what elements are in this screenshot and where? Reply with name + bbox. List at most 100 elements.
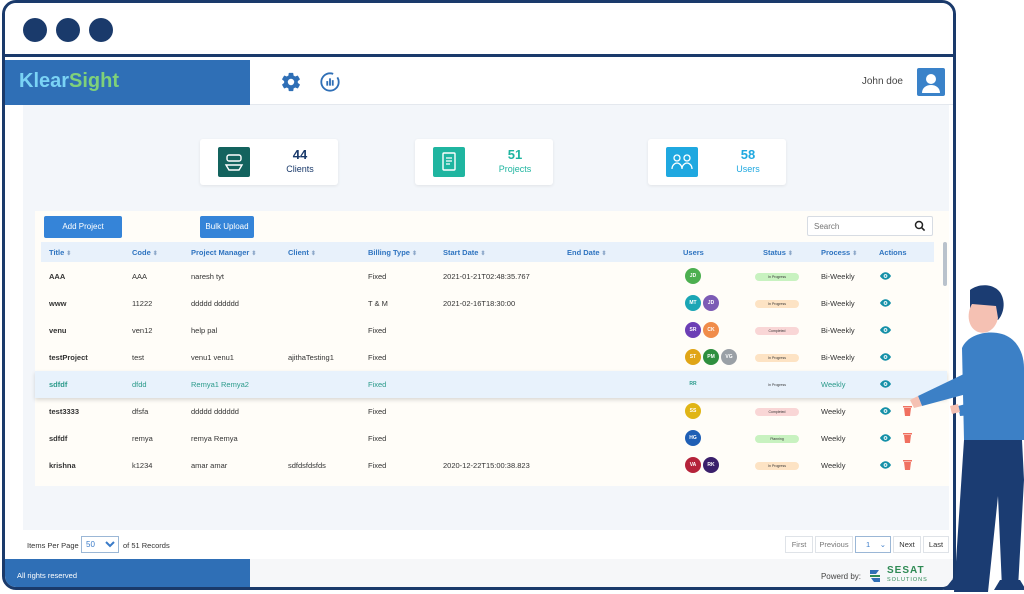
user-avatar-badge[interactable]: ST bbox=[685, 349, 701, 365]
table-row[interactable]: venu ven12 help pal Fixed SR CK Completed Bi-We… bbox=[41, 317, 934, 344]
col-client[interactable]: Client ⬍ bbox=[288, 248, 316, 257]
cell-code: ven12 bbox=[132, 326, 153, 335]
cell-code: k1234 bbox=[132, 461, 153, 470]
user-avatar-badge[interactable]: VA bbox=[685, 457, 701, 473]
cell-title: AAA bbox=[49, 272, 66, 281]
table-row[interactable]: AAA AAA naresh tyt Fixed 2021-01-21T02:48:35… bbox=[41, 263, 934, 290]
cell-manager: naresh tyt bbox=[191, 272, 224, 281]
cell-manager: amar amar bbox=[191, 461, 228, 470]
col-status[interactable]: Status ⬍ bbox=[763, 248, 793, 257]
window-dot-2[interactable] bbox=[56, 18, 80, 42]
table-row[interactable]: www 11222 ddddd dddddd T & M 2021-02-16T18:3… bbox=[41, 290, 934, 317]
status-badge: In Progress bbox=[755, 462, 799, 470]
user-avatar-badge[interactable]: SS bbox=[685, 403, 701, 419]
delete-trash-icon[interactable] bbox=[903, 432, 912, 443]
pagination-bar: Items Per Page 50 of 51 Records First Pr… bbox=[23, 532, 949, 557]
view-eye-icon[interactable] bbox=[879, 433, 892, 443]
table-row[interactable]: sdfdf remya remya Remya Fixed HG Planning Week… bbox=[41, 425, 934, 452]
cell-process: Bi-Weekly bbox=[821, 326, 855, 335]
search-box[interactable] bbox=[807, 216, 933, 236]
view-eye-icon[interactable] bbox=[879, 379, 892, 389]
cell-title: sdfdf bbox=[49, 434, 68, 443]
previous-page-button[interactable]: Previous bbox=[815, 536, 853, 553]
table-scrollbar[interactable] bbox=[943, 242, 947, 286]
gear-icon[interactable] bbox=[280, 71, 302, 93]
stat-card-clients[interactable]: 44 Clients bbox=[200, 139, 338, 185]
user-avatar-badge[interactable]: JD bbox=[685, 268, 701, 284]
first-page-button[interactable]: First bbox=[785, 536, 813, 553]
items-per-page-label: Items Per Page bbox=[27, 541, 79, 550]
cell-start: 2021-02-16T18:30:00 bbox=[443, 299, 516, 308]
app-logo[interactable]: KlearSight bbox=[19, 70, 119, 93]
cell-code: remya bbox=[132, 434, 153, 443]
view-eye-icon[interactable] bbox=[879, 298, 892, 308]
window-dot-3[interactable] bbox=[89, 18, 113, 42]
user-avatar-badge[interactable]: SR bbox=[685, 322, 701, 338]
view-eye-icon[interactable] bbox=[879, 352, 892, 362]
cell-process: Weekly bbox=[821, 380, 846, 389]
next-page-button[interactable]: Next bbox=[893, 536, 921, 553]
col-start-date[interactable]: Start Date ⬍ bbox=[443, 248, 486, 257]
view-eye-icon[interactable] bbox=[879, 460, 892, 470]
analytics-icon[interactable] bbox=[319, 71, 341, 93]
cell-client: ajithaTesting1 bbox=[288, 353, 334, 362]
search-input[interactable] bbox=[814, 220, 910, 233]
company-logo[interactable]: SESAT SOLUTIONS bbox=[867, 565, 939, 587]
user-avatar-badge[interactable]: CK bbox=[703, 322, 719, 338]
status-badge: In Progress bbox=[755, 354, 799, 362]
window-titlebar bbox=[5, 3, 953, 57]
cell-billing: Fixed bbox=[368, 380, 387, 389]
user-name[interactable]: John doe bbox=[861, 76, 903, 87]
delete-trash-icon[interactable] bbox=[903, 405, 912, 416]
projects-icon bbox=[433, 147, 465, 177]
user-avatar-badge[interactable]: JD bbox=[703, 295, 719, 311]
col-billing-type[interactable]: Billing Type ⬍ bbox=[368, 248, 417, 257]
user-avatar-badge[interactable]: HG bbox=[685, 430, 701, 446]
stat-value: 51 bbox=[507, 147, 523, 162]
cell-manager: Remya1 Remya2 bbox=[191, 380, 249, 389]
view-eye-icon[interactable] bbox=[879, 325, 892, 335]
delete-trash-icon[interactable] bbox=[903, 459, 912, 470]
window-dot-1[interactable] bbox=[23, 18, 47, 42]
user-avatar[interactable] bbox=[917, 68, 945, 96]
stat-card-users[interactable]: 58 Users bbox=[648, 139, 786, 185]
col-process[interactable]: Process ⬍ bbox=[821, 248, 858, 257]
status-badge: Completed bbox=[755, 327, 799, 335]
table-row[interactable]: sdfdf dfdd Remya1 Remya2 Fixed RR In Progress… bbox=[35, 371, 947, 398]
cell-title: sdfdf bbox=[49, 380, 68, 389]
chevron-down-icon: ⌄ bbox=[879, 540, 886, 549]
col-users: Users bbox=[683, 248, 704, 257]
table-row[interactable]: krishna k1234 amar amar sdfdsfdsfds Fixed 202… bbox=[41, 452, 934, 479]
user-avatar-badge[interactable]: VG bbox=[721, 349, 737, 365]
col-title[interactable]: Title ⬍ bbox=[49, 248, 72, 257]
status-badge: In Progress bbox=[755, 273, 799, 281]
stat-card-projects[interactable]: 51 Projects bbox=[415, 139, 553, 185]
stat-value: 58 bbox=[740, 147, 756, 162]
add-project-button[interactable]: Add Project bbox=[44, 216, 122, 238]
cell-title: krishna bbox=[49, 461, 76, 470]
col-project-manager[interactable]: Project Manager ⬍ bbox=[191, 248, 257, 257]
cell-manager: ddddd dddddd bbox=[191, 407, 239, 416]
items-per-page-select[interactable]: 50 bbox=[81, 536, 119, 553]
last-page-button[interactable]: Last bbox=[923, 536, 949, 553]
cell-process: Bi-Weekly bbox=[821, 272, 855, 281]
user-avatar-badge[interactable]: RK bbox=[703, 457, 719, 473]
cell-billing: Fixed bbox=[368, 461, 387, 470]
table-row[interactable]: testProject test venu1 venu1 ajithaTesting1… bbox=[41, 344, 934, 371]
col-end-date[interactable]: End Date ⬍ bbox=[567, 248, 607, 257]
bulk-upload-button[interactable]: Bulk Upload bbox=[200, 216, 254, 238]
logo-part-2: Sight bbox=[69, 70, 120, 92]
page-select[interactable]: 1 ⌄ bbox=[855, 536, 891, 553]
view-eye-icon[interactable] bbox=[879, 406, 892, 416]
user-avatar-badge[interactable]: RR bbox=[689, 381, 697, 387]
search-icon[interactable] bbox=[914, 220, 926, 232]
view-eye-icon[interactable] bbox=[879, 271, 892, 281]
browser-frame: KlearSight John doe bbox=[2, 0, 956, 590]
user-avatar-badge[interactable]: PM bbox=[703, 349, 719, 365]
col-code[interactable]: Code ⬍ bbox=[132, 248, 158, 257]
status-badge: In Progress bbox=[755, 300, 799, 308]
cell-billing: Fixed bbox=[368, 434, 387, 443]
cell-billing: T & M bbox=[368, 299, 388, 308]
table-row[interactable]: test3333 dfsfa ddddd dddddd Fixed SS Complete… bbox=[41, 398, 934, 425]
user-avatar-badge[interactable]: MT bbox=[685, 295, 701, 311]
